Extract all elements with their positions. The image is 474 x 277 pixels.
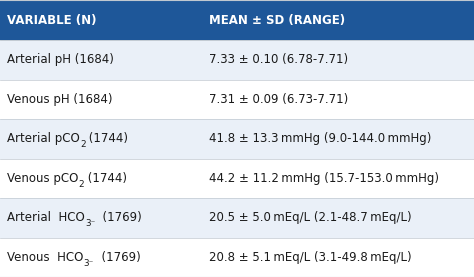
Text: 44.2 ± 11.2 mmHg (15.7-153.0 mmHg): 44.2 ± 11.2 mmHg (15.7-153.0 mmHg) bbox=[209, 172, 438, 185]
Text: 20.8 ± 5.1 mEq/L (3.1-49.8 mEq/L): 20.8 ± 5.1 mEq/L (3.1-49.8 mEq/L) bbox=[209, 251, 411, 264]
Text: Venous  HCO: Venous HCO bbox=[7, 251, 83, 264]
Bar bbox=[0, 80, 474, 119]
Bar bbox=[0, 237, 474, 277]
Text: Venous pCO: Venous pCO bbox=[7, 172, 79, 185]
Bar bbox=[0, 158, 474, 198]
Text: 3⁻: 3⁻ bbox=[85, 219, 95, 228]
Text: VARIABLE (N): VARIABLE (N) bbox=[7, 14, 97, 27]
Text: Venous pH (1684): Venous pH (1684) bbox=[7, 93, 113, 106]
Text: Arterial pH (1684): Arterial pH (1684) bbox=[7, 53, 114, 66]
Text: 41.8 ± 13.3 mmHg (9.0-144.0 mmHg): 41.8 ± 13.3 mmHg (9.0-144.0 mmHg) bbox=[209, 132, 431, 145]
Text: 20.5 ± 5.0 mEq/L (2.1-48.7 mEq/L): 20.5 ± 5.0 mEq/L (2.1-48.7 mEq/L) bbox=[209, 211, 411, 224]
Text: (1744): (1744) bbox=[84, 172, 127, 185]
Text: 7.33 ± 0.10 (6.78-7.71): 7.33 ± 0.10 (6.78-7.71) bbox=[209, 53, 348, 66]
Text: (1744): (1744) bbox=[85, 132, 128, 145]
Text: 7.31 ± 0.09 (6.73-7.71): 7.31 ± 0.09 (6.73-7.71) bbox=[209, 93, 348, 106]
Bar bbox=[0, 40, 474, 80]
Text: (1769): (1769) bbox=[94, 251, 140, 264]
Text: MEAN ± SD (RANGE): MEAN ± SD (RANGE) bbox=[209, 14, 345, 27]
Bar bbox=[0, 119, 474, 158]
Bar bbox=[0, 0, 474, 40]
Text: Arterial  HCO: Arterial HCO bbox=[7, 211, 85, 224]
Text: 2: 2 bbox=[80, 140, 85, 149]
Text: 3⁻: 3⁻ bbox=[83, 259, 94, 268]
Bar bbox=[0, 198, 474, 237]
Text: Arterial pCO: Arterial pCO bbox=[7, 132, 80, 145]
Text: 2: 2 bbox=[79, 180, 84, 189]
Text: (1769): (1769) bbox=[95, 211, 142, 224]
